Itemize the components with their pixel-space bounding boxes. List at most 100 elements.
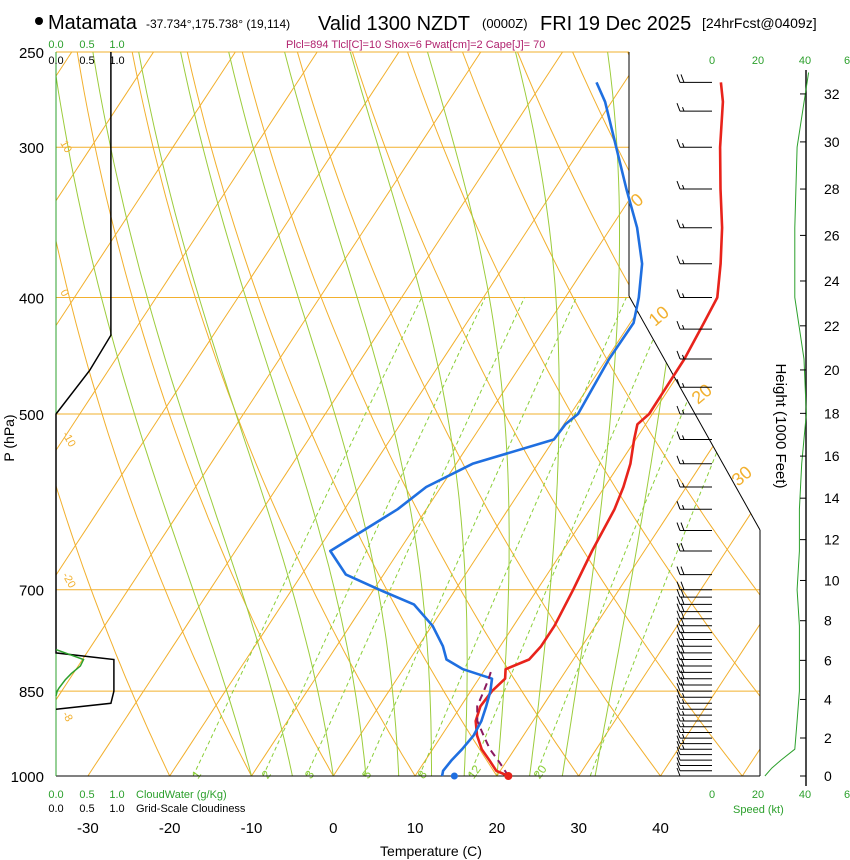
moist-adiabats <box>56 52 694 776</box>
wind-barb <box>676 588 712 598</box>
cloudiness-bottom-tick: 1.0 <box>109 803 124 815</box>
cloudwater-profile-line <box>55 648 85 697</box>
wind-barb-feather <box>676 689 681 698</box>
pressure-tick-label: 300 <box>19 140 44 157</box>
wind-barb-half-feather <box>682 699 685 704</box>
axes: Temperature (C) P (hPa) Height (1000 Fee… <box>1 39 789 859</box>
wind-barb <box>676 180 712 190</box>
wind-speed-label: Speed (kt) <box>733 804 784 816</box>
temperature-tick-label: 10 <box>407 820 424 837</box>
moist-adiabat-label: 10 <box>57 139 74 156</box>
dry-adiabats <box>56 52 760 776</box>
wind-barb <box>676 695 712 704</box>
mixing-ratio-label: 20 <box>531 762 550 781</box>
wind-barb-feather <box>676 320 681 330</box>
moist-adiabat-line <box>515 52 560 776</box>
wind-barb <box>676 712 712 722</box>
wind-barb-half-feather <box>682 107 685 112</box>
height-tick-label: 24 <box>824 273 840 289</box>
cloudwater-bottom-tick: 0.0 <box>48 789 63 801</box>
location-name: Matamata <box>48 12 138 34</box>
dry-adiabat-line <box>73 52 334 776</box>
wind-barb-feather <box>676 718 681 727</box>
surface-dewpoint-marker <box>450 772 458 780</box>
wind-barb-feather <box>676 379 681 388</box>
wind-barb-feather <box>676 405 681 415</box>
cloudiness-bottom-tick: 0.0 <box>48 803 63 815</box>
speed-bottom-tick: 0 <box>709 789 715 801</box>
wind-barb-feather <box>676 289 681 298</box>
wind-barb <box>676 751 712 761</box>
mixing-ratio-label: 8 <box>415 768 430 782</box>
isotherm-line <box>56 52 250 776</box>
cloudiness-top-tick: 0.5 <box>79 55 94 67</box>
wind-barb-feather <box>676 741 681 750</box>
wind-barb <box>676 379 712 388</box>
mixing-ratio-line <box>418 297 627 776</box>
isotherm-line <box>496 52 760 776</box>
wind-barb <box>676 706 712 716</box>
wind-barb-feather <box>676 670 681 679</box>
height-tick-label: 20 <box>824 362 840 378</box>
wind-barb-feather <box>676 522 681 531</box>
right-axes: 0 20 400 20 40660246810121416182022242628303… <box>709 55 850 801</box>
wind-barb-feather <box>676 581 681 590</box>
mps-bottom-tick: 6 <box>844 789 850 801</box>
wind-barb-feather <box>676 566 681 575</box>
mixing-ratio-line <box>363 297 577 776</box>
wind-barb-feather <box>680 74 685 83</box>
wind-barb-feather <box>676 638 681 647</box>
temperature-trace <box>474 82 725 778</box>
wind-barb-feather <box>676 455 681 464</box>
wind-barb <box>676 350 712 360</box>
wind-barb-half-feather <box>682 409 685 415</box>
wind-barb <box>676 219 712 229</box>
dry-adiabat-line <box>56 52 171 776</box>
wind-barb-feather <box>676 767 681 777</box>
isotherm-line <box>578 52 760 776</box>
wind-barb-half-feather <box>682 223 685 228</box>
wind-barb-feather <box>676 644 681 654</box>
wind-barb <box>676 478 712 488</box>
wind-barb <box>676 701 712 710</box>
temperature-tick-label: 20 <box>489 820 506 837</box>
height-tick-label: 22 <box>824 318 840 334</box>
cloudiness-bottom-tick: 0.5 <box>79 803 94 815</box>
speed-top-tick: 20 <box>752 55 764 67</box>
height-tick-label: 32 <box>824 86 840 102</box>
wind-barb <box>676 74 712 83</box>
wind-barb-feather <box>676 762 681 771</box>
wind-barb-feather <box>676 431 681 440</box>
moist-adiabat-label: -20 <box>59 571 77 591</box>
dry-adiabat-line <box>454 52 760 776</box>
cloudiness-top-tick: 0.0 <box>48 55 63 67</box>
wind-barb-feather <box>676 603 681 612</box>
wind-barb <box>676 724 712 733</box>
forecast-run: [24hrFcst@0409z] <box>702 15 817 31</box>
wind-barb <box>676 746 712 756</box>
cloudwater-label: CloudWater (g/Kg) <box>136 789 227 801</box>
cloudwater-top-tick: 0.0 <box>48 39 63 51</box>
isotherm-line <box>332 52 760 776</box>
wind-barb-feather <box>680 603 685 612</box>
wind-barb-half-feather <box>682 459 685 464</box>
cloud-profiles <box>55 52 115 710</box>
dry-adiabat-line <box>290 52 661 776</box>
wind-barb-half-feather <box>682 184 685 190</box>
isotherm-line <box>56 52 496 776</box>
mixing-ratio-line <box>262 297 486 776</box>
dry-adiabat-line <box>508 52 760 776</box>
wind-barb-feather <box>676 74 681 83</box>
wind-barb <box>676 596 712 605</box>
wind-barb-half-feather <box>682 722 685 727</box>
speed-top-tick: 40 <box>799 55 811 67</box>
wind-barb-feather <box>680 588 685 598</box>
pressure-tick-label: 500 <box>19 407 44 424</box>
wind-barb <box>676 542 712 552</box>
wind-barb <box>676 689 712 698</box>
height-tick-label: 28 <box>824 181 840 197</box>
pressure-tick-label: 1000 <box>11 769 44 786</box>
wind-barb-feather <box>680 596 685 605</box>
wind-barb-feather <box>676 588 681 598</box>
